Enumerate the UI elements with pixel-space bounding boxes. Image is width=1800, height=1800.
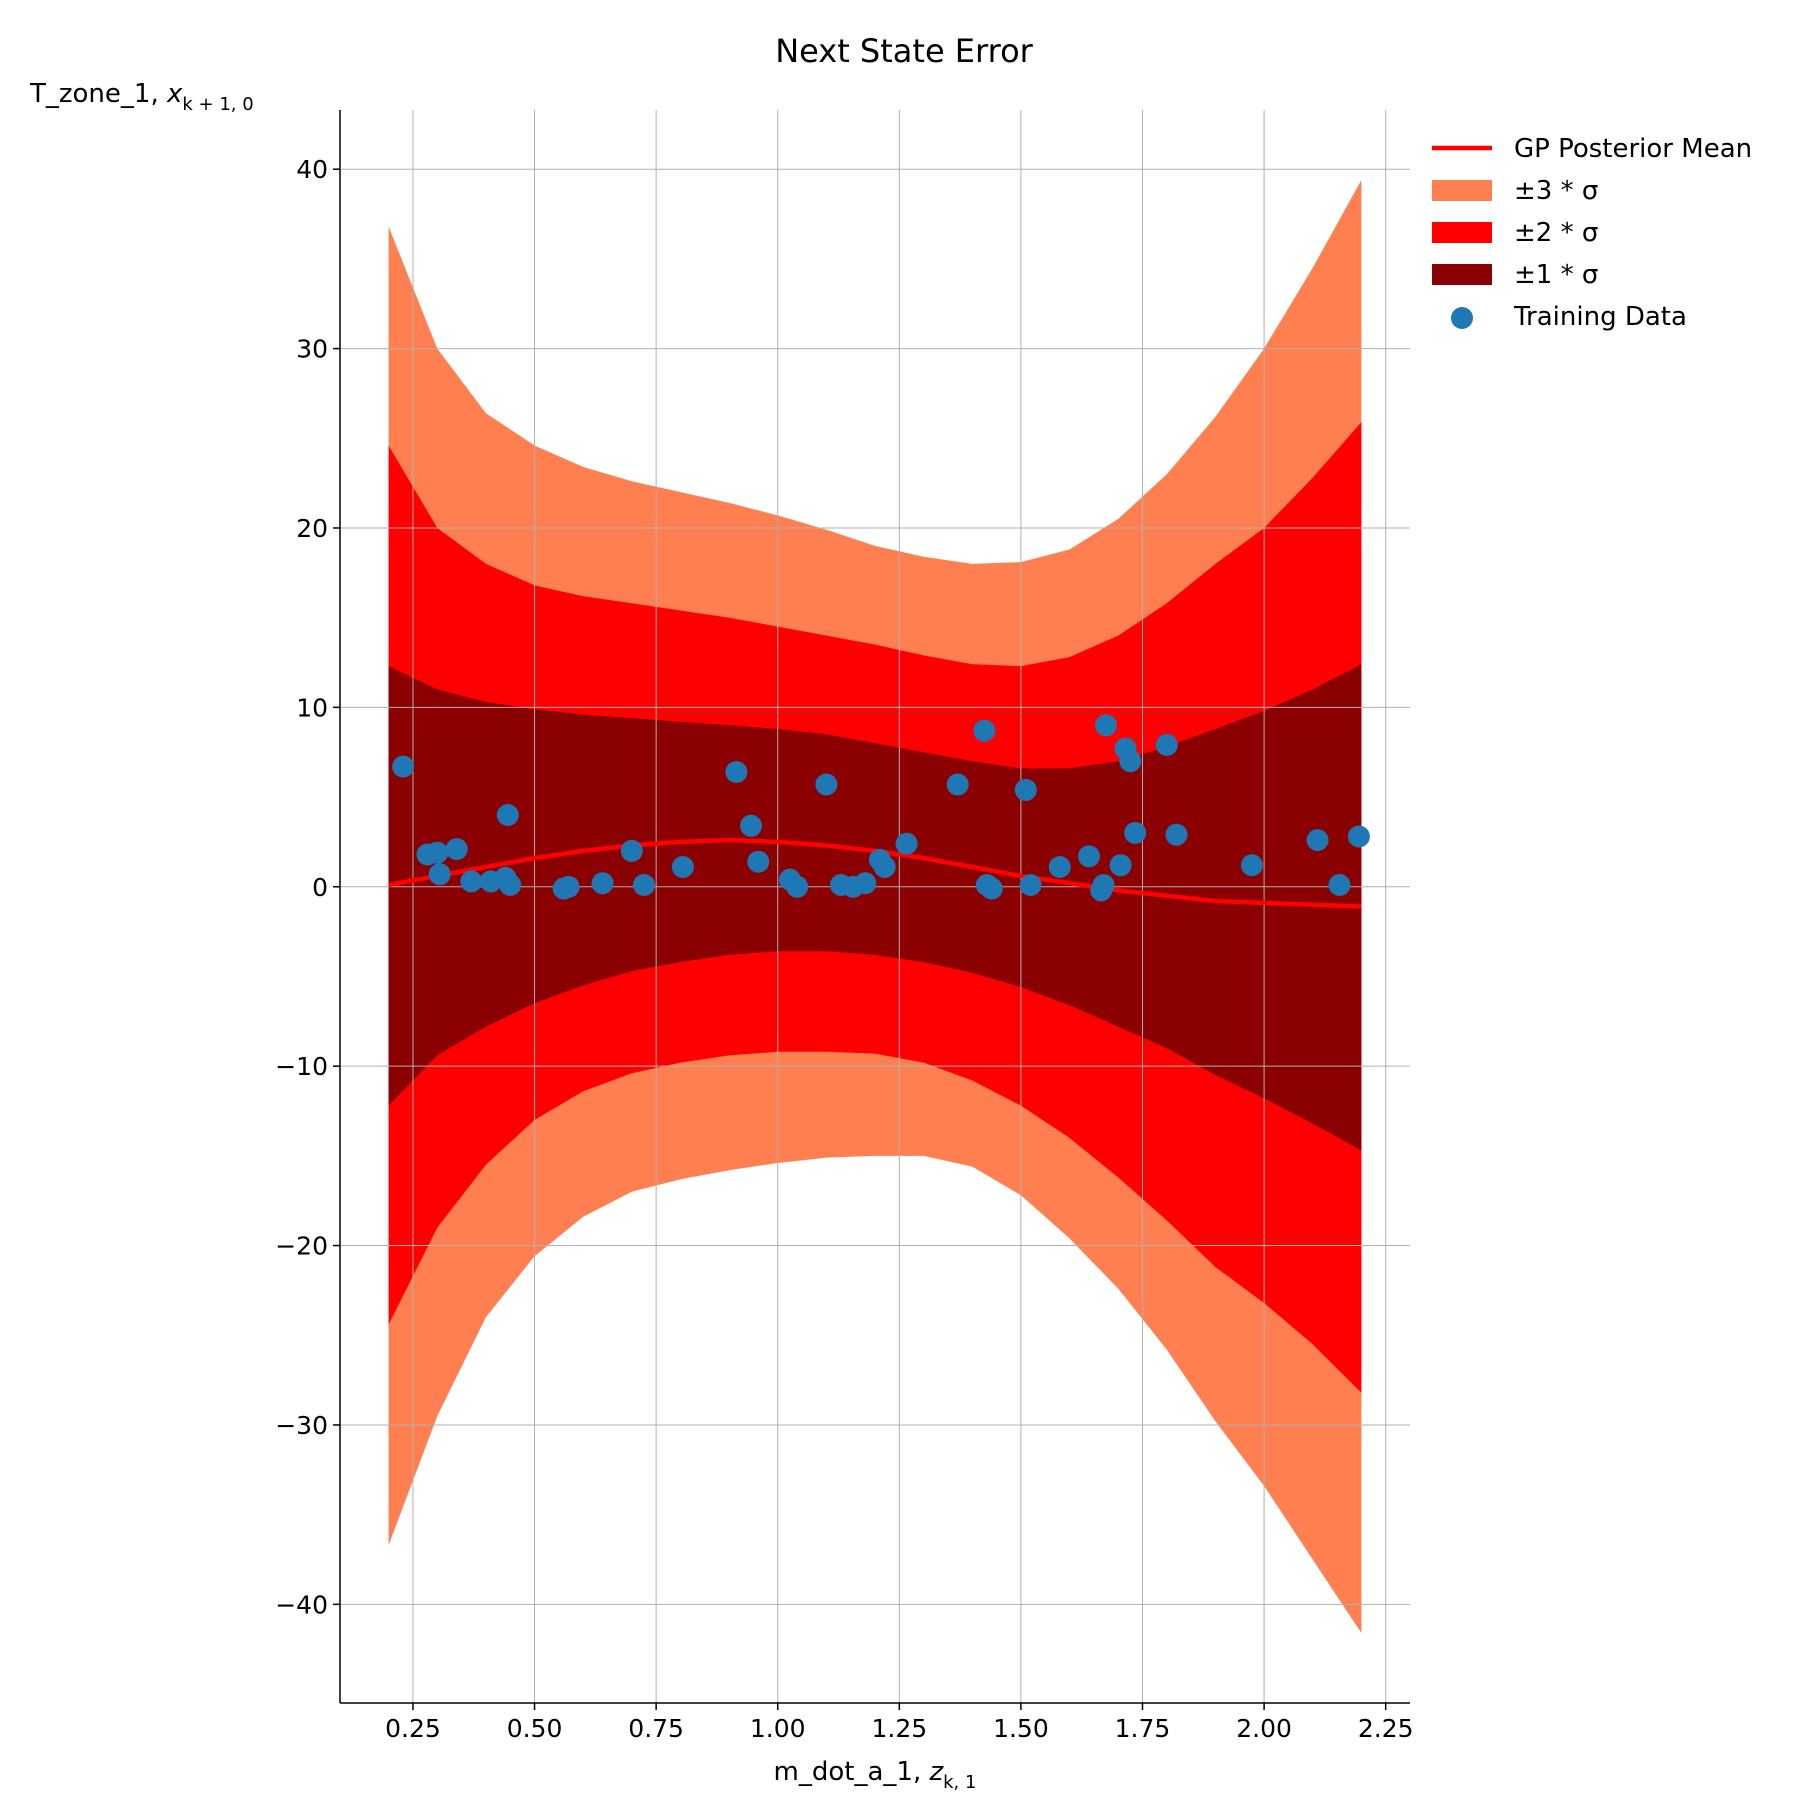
training-data-point: [980, 877, 1003, 900]
training-data-point: [591, 872, 614, 895]
y-tick-label: 0: [312, 873, 328, 902]
training-data-point: [499, 874, 522, 896]
x-tick-label: 0.50: [507, 1714, 563, 1743]
training-data-point: [426, 841, 449, 864]
y-tick-label: 30: [296, 335, 328, 364]
training-data-point: [1306, 829, 1329, 852]
training-data-point: [620, 839, 643, 862]
training-data-point: [740, 814, 762, 837]
legend-label: GP Posterior Mean: [1514, 134, 1752, 164]
chart-title: Next State Error: [775, 32, 1033, 70]
training-data-point: [873, 856, 896, 878]
training-data-point: [1124, 821, 1147, 844]
training-data-point: [1078, 845, 1100, 868]
y-tick-label: −10: [275, 1052, 328, 1081]
x-tick-label: 2.00: [1236, 1714, 1292, 1743]
y-tick-label: 10: [296, 693, 328, 722]
y-axis-label: T_zone_1, xk + 1, 0: [29, 79, 254, 115]
grid-lines: [340, 110, 1410, 1703]
training-data-point: [1092, 874, 1115, 896]
x-tick-label: 1.50: [993, 1714, 1049, 1743]
plot-area: [340, 110, 1410, 1703]
y-axis-label-sub: k + 1, 0: [182, 94, 253, 115]
training-data-point: [460, 870, 483, 893]
x-tick-label: 1.00: [750, 1714, 806, 1743]
x-tick-label: 1.25: [871, 1714, 927, 1743]
y-tick-label: −30: [275, 1411, 328, 1440]
x-ticks: 0.25 0.50 0.75 1.00 1.25 1.50 1.75 2.00 2.25: [385, 1703, 1414, 1743]
training-data-point: [1347, 825, 1370, 848]
training-data-point: [392, 755, 415, 778]
x-axis-label-text: m_dot_a_1,: [774, 1757, 930, 1787]
training-data-point: [557, 875, 580, 898]
x-tick-label: 0.75: [628, 1714, 684, 1743]
training-data-point: [496, 804, 519, 826]
training-data-points: [392, 714, 1370, 902]
x-axis-label-sub: k, 1: [943, 1772, 976, 1793]
legend-swatch-marker: [1451, 307, 1473, 329]
y-axis-label-var: x: [166, 79, 183, 109]
legend-label: ±3 * σ: [1514, 176, 1598, 206]
x-axis-label-var: z: [928, 1757, 944, 1787]
training-data-point: [671, 856, 694, 878]
training-data-point: [1165, 823, 1188, 846]
uncertainty-bands: [388, 180, 1362, 1633]
training-data-point: [1019, 874, 1042, 896]
legend-label: Training Data: [1513, 302, 1687, 332]
legend-swatch-band: [1432, 264, 1492, 285]
legend-label: ±1 * σ: [1514, 260, 1598, 290]
training-data-point: [1048, 856, 1071, 878]
training-data-point: [747, 850, 770, 873]
x-tick-label: 1.75: [1115, 1714, 1171, 1743]
x-tick-label: 0.25: [385, 1714, 441, 1743]
y-ticks: −40 −30 −20 −10 0 10 20 30 40: [275, 155, 340, 1619]
training-data-point: [725, 761, 748, 783]
y-tick-label: −20: [275, 1232, 328, 1261]
training-data-point: [1328, 874, 1351, 896]
y-axis-label-text: T_zone_1,: [29, 79, 167, 109]
training-data-point: [633, 874, 655, 896]
training-data-point: [815, 773, 838, 796]
training-data-point: [1014, 778, 1037, 801]
training-data-point: [946, 773, 969, 796]
legend-swatch-band: [1432, 222, 1492, 243]
training-data-point: [1109, 854, 1132, 877]
x-axis-label: m_dot_a_1, zk, 1: [774, 1757, 977, 1793]
training-data-point: [428, 863, 451, 886]
axes: 0.25 0.50 0.75 1.00 1.25 1.50 1.75 2.00 2.25 −40…: [275, 110, 1414, 1743]
legend: GP Posterior Mean ±3 * σ ±2 * σ ±1 * σ Train…: [1432, 134, 1752, 332]
training-data-point: [1240, 854, 1263, 877]
legend-label: ±2 * σ: [1514, 218, 1598, 248]
training-data-point: [1119, 750, 1142, 773]
y-tick-label: −40: [275, 1590, 328, 1619]
legend-swatch-band: [1432, 180, 1492, 201]
training-data-point: [973, 719, 996, 742]
training-data-point: [786, 875, 809, 898]
y-tick-label: 40: [296, 155, 328, 184]
training-data-point: [1155, 734, 1178, 756]
training-data-point: [1095, 714, 1117, 737]
x-tick-label: 2.25: [1358, 1714, 1414, 1743]
training-data-point: [895, 832, 918, 855]
training-data-point: [854, 872, 877, 895]
training-data-point: [445, 838, 468, 861]
y-tick-label: 20: [296, 514, 328, 543]
band-1-sigma: [388, 664, 1362, 1151]
